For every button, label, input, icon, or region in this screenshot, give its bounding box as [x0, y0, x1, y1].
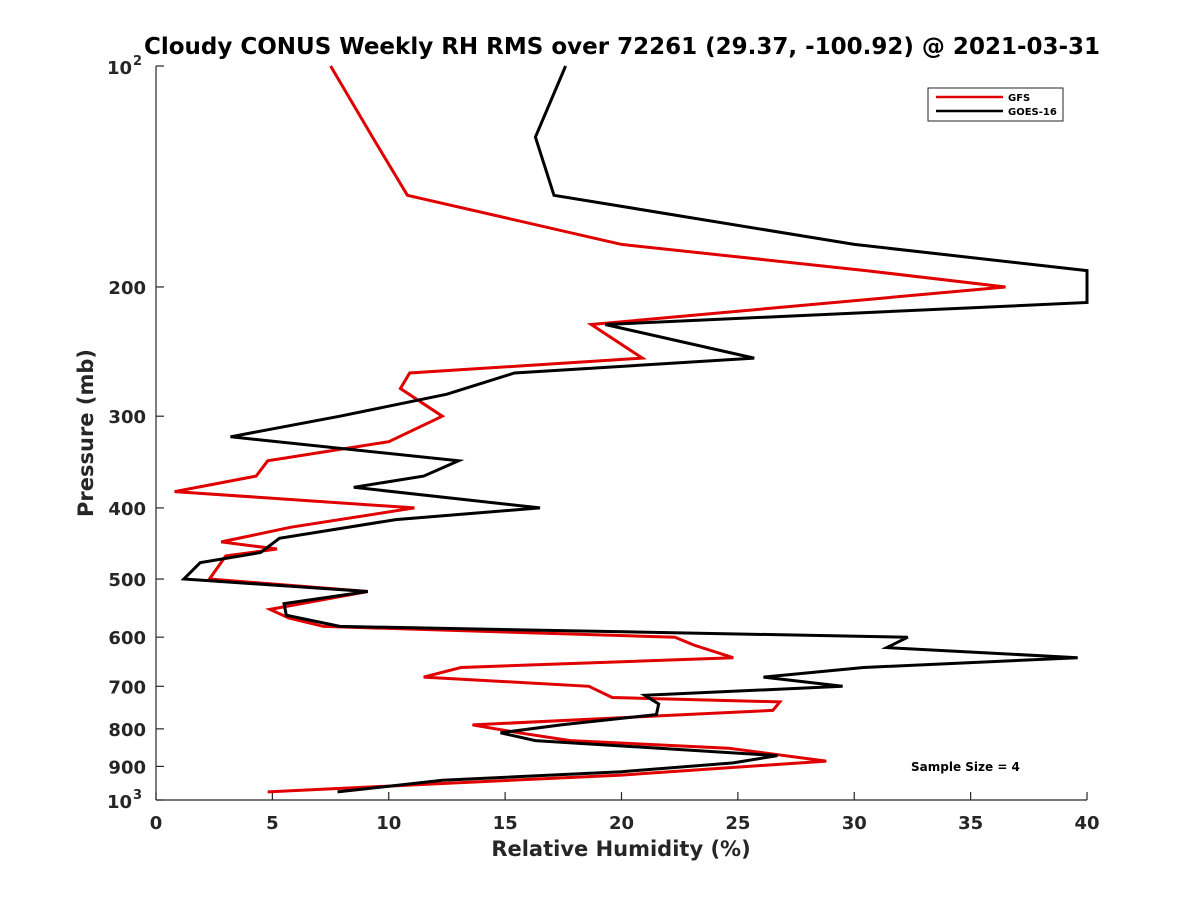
y-tick-label: 10 [107, 792, 132, 813]
y-tick-label: 700 [108, 677, 146, 698]
chart-title: Cloudy CONUS Weekly RH RMS over 72261 (2… [144, 34, 1100, 60]
x-tick-label: 30 [842, 813, 867, 834]
legend: GFS GOES-16 [927, 87, 1064, 122]
series-group [174, 65, 1089, 794]
series-line-gfs [174, 65, 1006, 794]
y-tick-label: 200 [108, 278, 146, 299]
x-tick-label: 10 [376, 813, 401, 834]
sample-size-annotation: Sample Size = 4 [911, 760, 1020, 774]
x-ticks: 0 5 10 15 20 25 30 35 40 [150, 792, 1100, 834]
y-tick-label: 300 [108, 407, 146, 428]
x-tick-label: 40 [1074, 813, 1099, 834]
legend-label-goes16: GOES-16 [1008, 107, 1057, 118]
x-tick-label: 15 [493, 813, 518, 834]
legend-label-gfs: GFS [1008, 93, 1030, 104]
legend-box [927, 87, 1064, 122]
plot-area: 0 5 10 15 20 25 30 35 40 10 220030040050060070080… [107, 54, 1100, 834]
y-tick-label: 500 [108, 570, 146, 591]
y-tick-exponent: 3 [133, 788, 142, 803]
x-tick-label: 35 [958, 813, 983, 834]
y-tick-label: 800 [108, 720, 146, 741]
x-tick-label: 0 [150, 813, 163, 834]
y-tick-exponent: 2 [133, 54, 142, 69]
y-axis-label: Pressure (mb) [74, 349, 98, 517]
y-tick-label: 10 [107, 58, 132, 79]
x-tick-label: 25 [725, 813, 750, 834]
series-line-goes16 [180, 65, 1089, 794]
x-tick-label: 20 [609, 813, 634, 834]
y-tick-label: 400 [108, 499, 146, 520]
x-tick-label: 5 [266, 813, 279, 834]
y-tick-label: 600 [108, 628, 146, 649]
y-tick-label: 900 [108, 757, 146, 778]
x-axis-label: Relative Humidity (%) [491, 837, 750, 861]
